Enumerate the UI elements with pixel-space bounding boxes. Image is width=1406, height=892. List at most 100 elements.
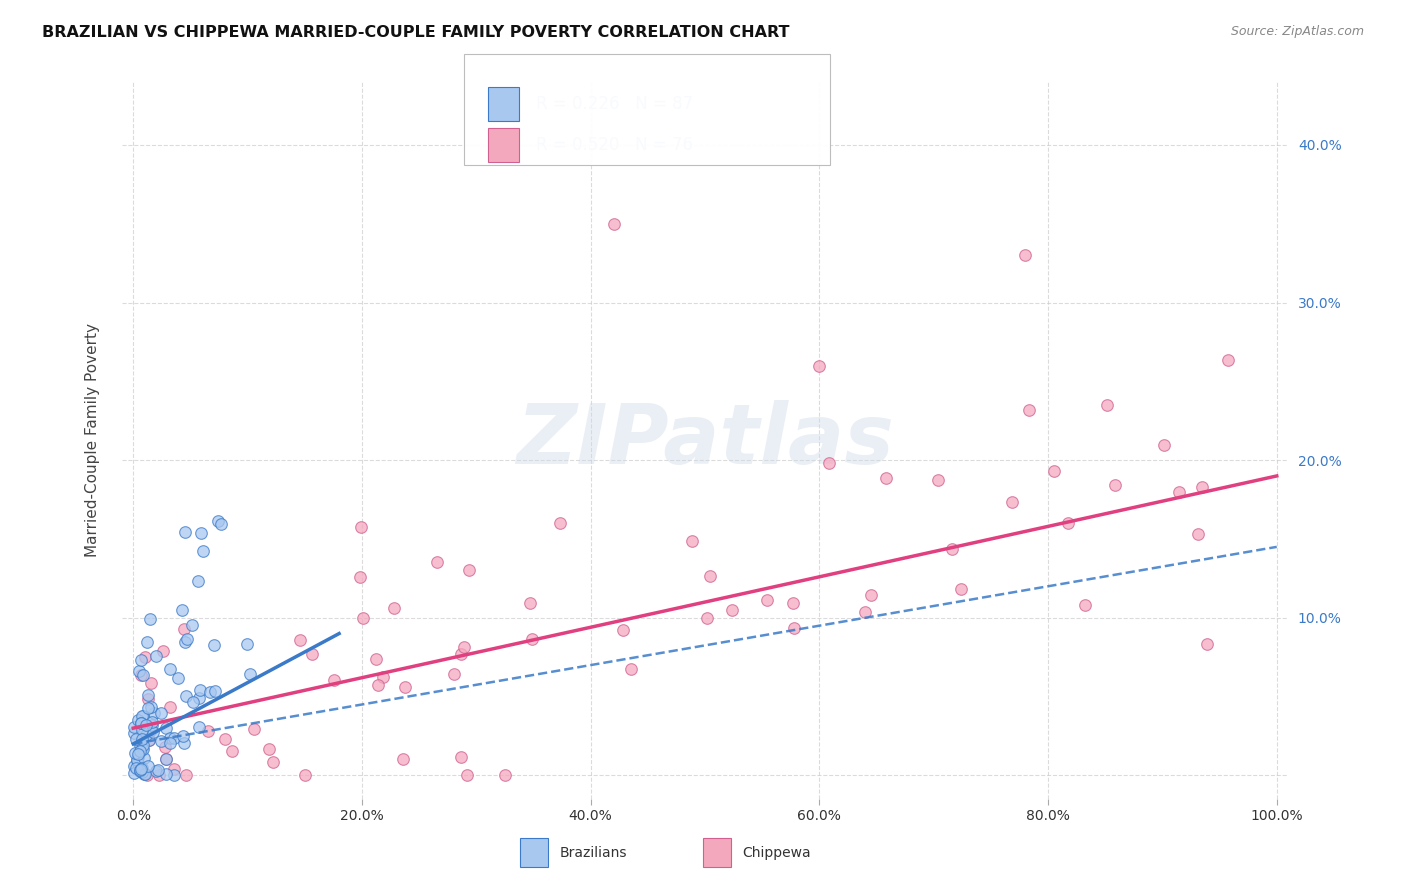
Point (1018, 403, 1040, 417)
Point (352, 611, 374, 625)
Point (236, 637, 259, 651)
Point (173, 622, 195, 636)
Point (443, 667, 465, 681)
Point (207, 514, 229, 528)
Point (174, 768, 197, 782)
Point (143, 706, 166, 721)
Point (127, 747, 149, 761)
Point (176, 632, 198, 647)
Point (132, 723, 155, 738)
Point (1191, 480, 1213, 494)
Point (136, 768, 159, 782)
Point (131, 709, 153, 723)
Point (138, 732, 160, 747)
Point (131, 732, 153, 747)
Point (129, 762, 152, 776)
Text: R = 0.520   N = 76: R = 0.520 N = 76 (536, 136, 693, 154)
Point (159, 735, 181, 749)
Point (152, 644, 174, 658)
Point (129, 653, 152, 667)
Point (173, 635, 195, 649)
Point (238, 666, 260, 681)
Point (129, 737, 152, 751)
Point (350, 520, 373, 534)
Point (141, 676, 163, 690)
Point (294, 768, 316, 782)
Point (602, 217, 624, 231)
Point (132, 709, 155, 723)
Point (392, 752, 415, 766)
Point (853, 605, 876, 619)
Point (127, 713, 149, 727)
Point (135, 728, 157, 742)
Point (155, 721, 177, 735)
Text: Chippewa: Chippewa (742, 846, 811, 860)
Point (188, 683, 211, 698)
Point (197, 724, 219, 739)
Point (141, 718, 163, 732)
Point (941, 542, 963, 557)
Point (124, 747, 146, 761)
Point (214, 732, 236, 747)
Point (1095, 399, 1118, 413)
Point (1056, 516, 1078, 531)
Point (288, 633, 311, 648)
Point (132, 767, 155, 781)
Point (135, 718, 157, 732)
Point (173, 524, 195, 539)
Point (141, 715, 163, 730)
Point (159, 663, 181, 677)
Point (349, 569, 371, 583)
Point (367, 678, 389, 692)
Point (131, 738, 153, 752)
Point (548, 516, 571, 531)
Point (139, 700, 162, 714)
Point (136, 635, 159, 649)
Point (450, 750, 472, 764)
Point (128, 738, 150, 752)
Point (188, 691, 211, 706)
Point (1167, 485, 1189, 500)
Point (174, 689, 197, 703)
Point (122, 766, 145, 780)
Point (204, 684, 226, 698)
Point (699, 569, 721, 583)
Point (129, 715, 152, 730)
Point (163, 768, 186, 782)
Point (145, 648, 167, 663)
Point (145, 764, 167, 778)
Point (132, 742, 155, 756)
Point (494, 768, 516, 782)
Point (782, 621, 804, 635)
Point (519, 596, 541, 610)
Point (136, 759, 159, 773)
Point (817, 456, 839, 470)
Point (927, 473, 949, 487)
Point (520, 632, 543, 646)
Point (681, 534, 703, 549)
Point (1187, 527, 1209, 541)
Point (134, 751, 156, 765)
Point (125, 753, 148, 767)
Point (259, 742, 281, 756)
Text: R = 0.226   N = 87: R = 0.226 N = 87 (536, 95, 693, 113)
Point (131, 761, 153, 775)
Point (453, 640, 475, 654)
Point (1153, 438, 1175, 452)
Point (128, 764, 150, 779)
Point (950, 582, 973, 596)
Point (128, 744, 150, 758)
Point (139, 723, 162, 737)
Point (262, 755, 284, 769)
Point (131, 723, 153, 738)
Point (131, 764, 153, 779)
Point (125, 761, 148, 775)
Point (808, 359, 831, 373)
Point (202, 638, 225, 652)
Text: Brazilians: Brazilians (560, 846, 627, 860)
Point (124, 759, 146, 773)
Point (181, 618, 204, 632)
Point (129, 716, 152, 731)
Point (1014, 248, 1036, 262)
Point (153, 740, 176, 755)
